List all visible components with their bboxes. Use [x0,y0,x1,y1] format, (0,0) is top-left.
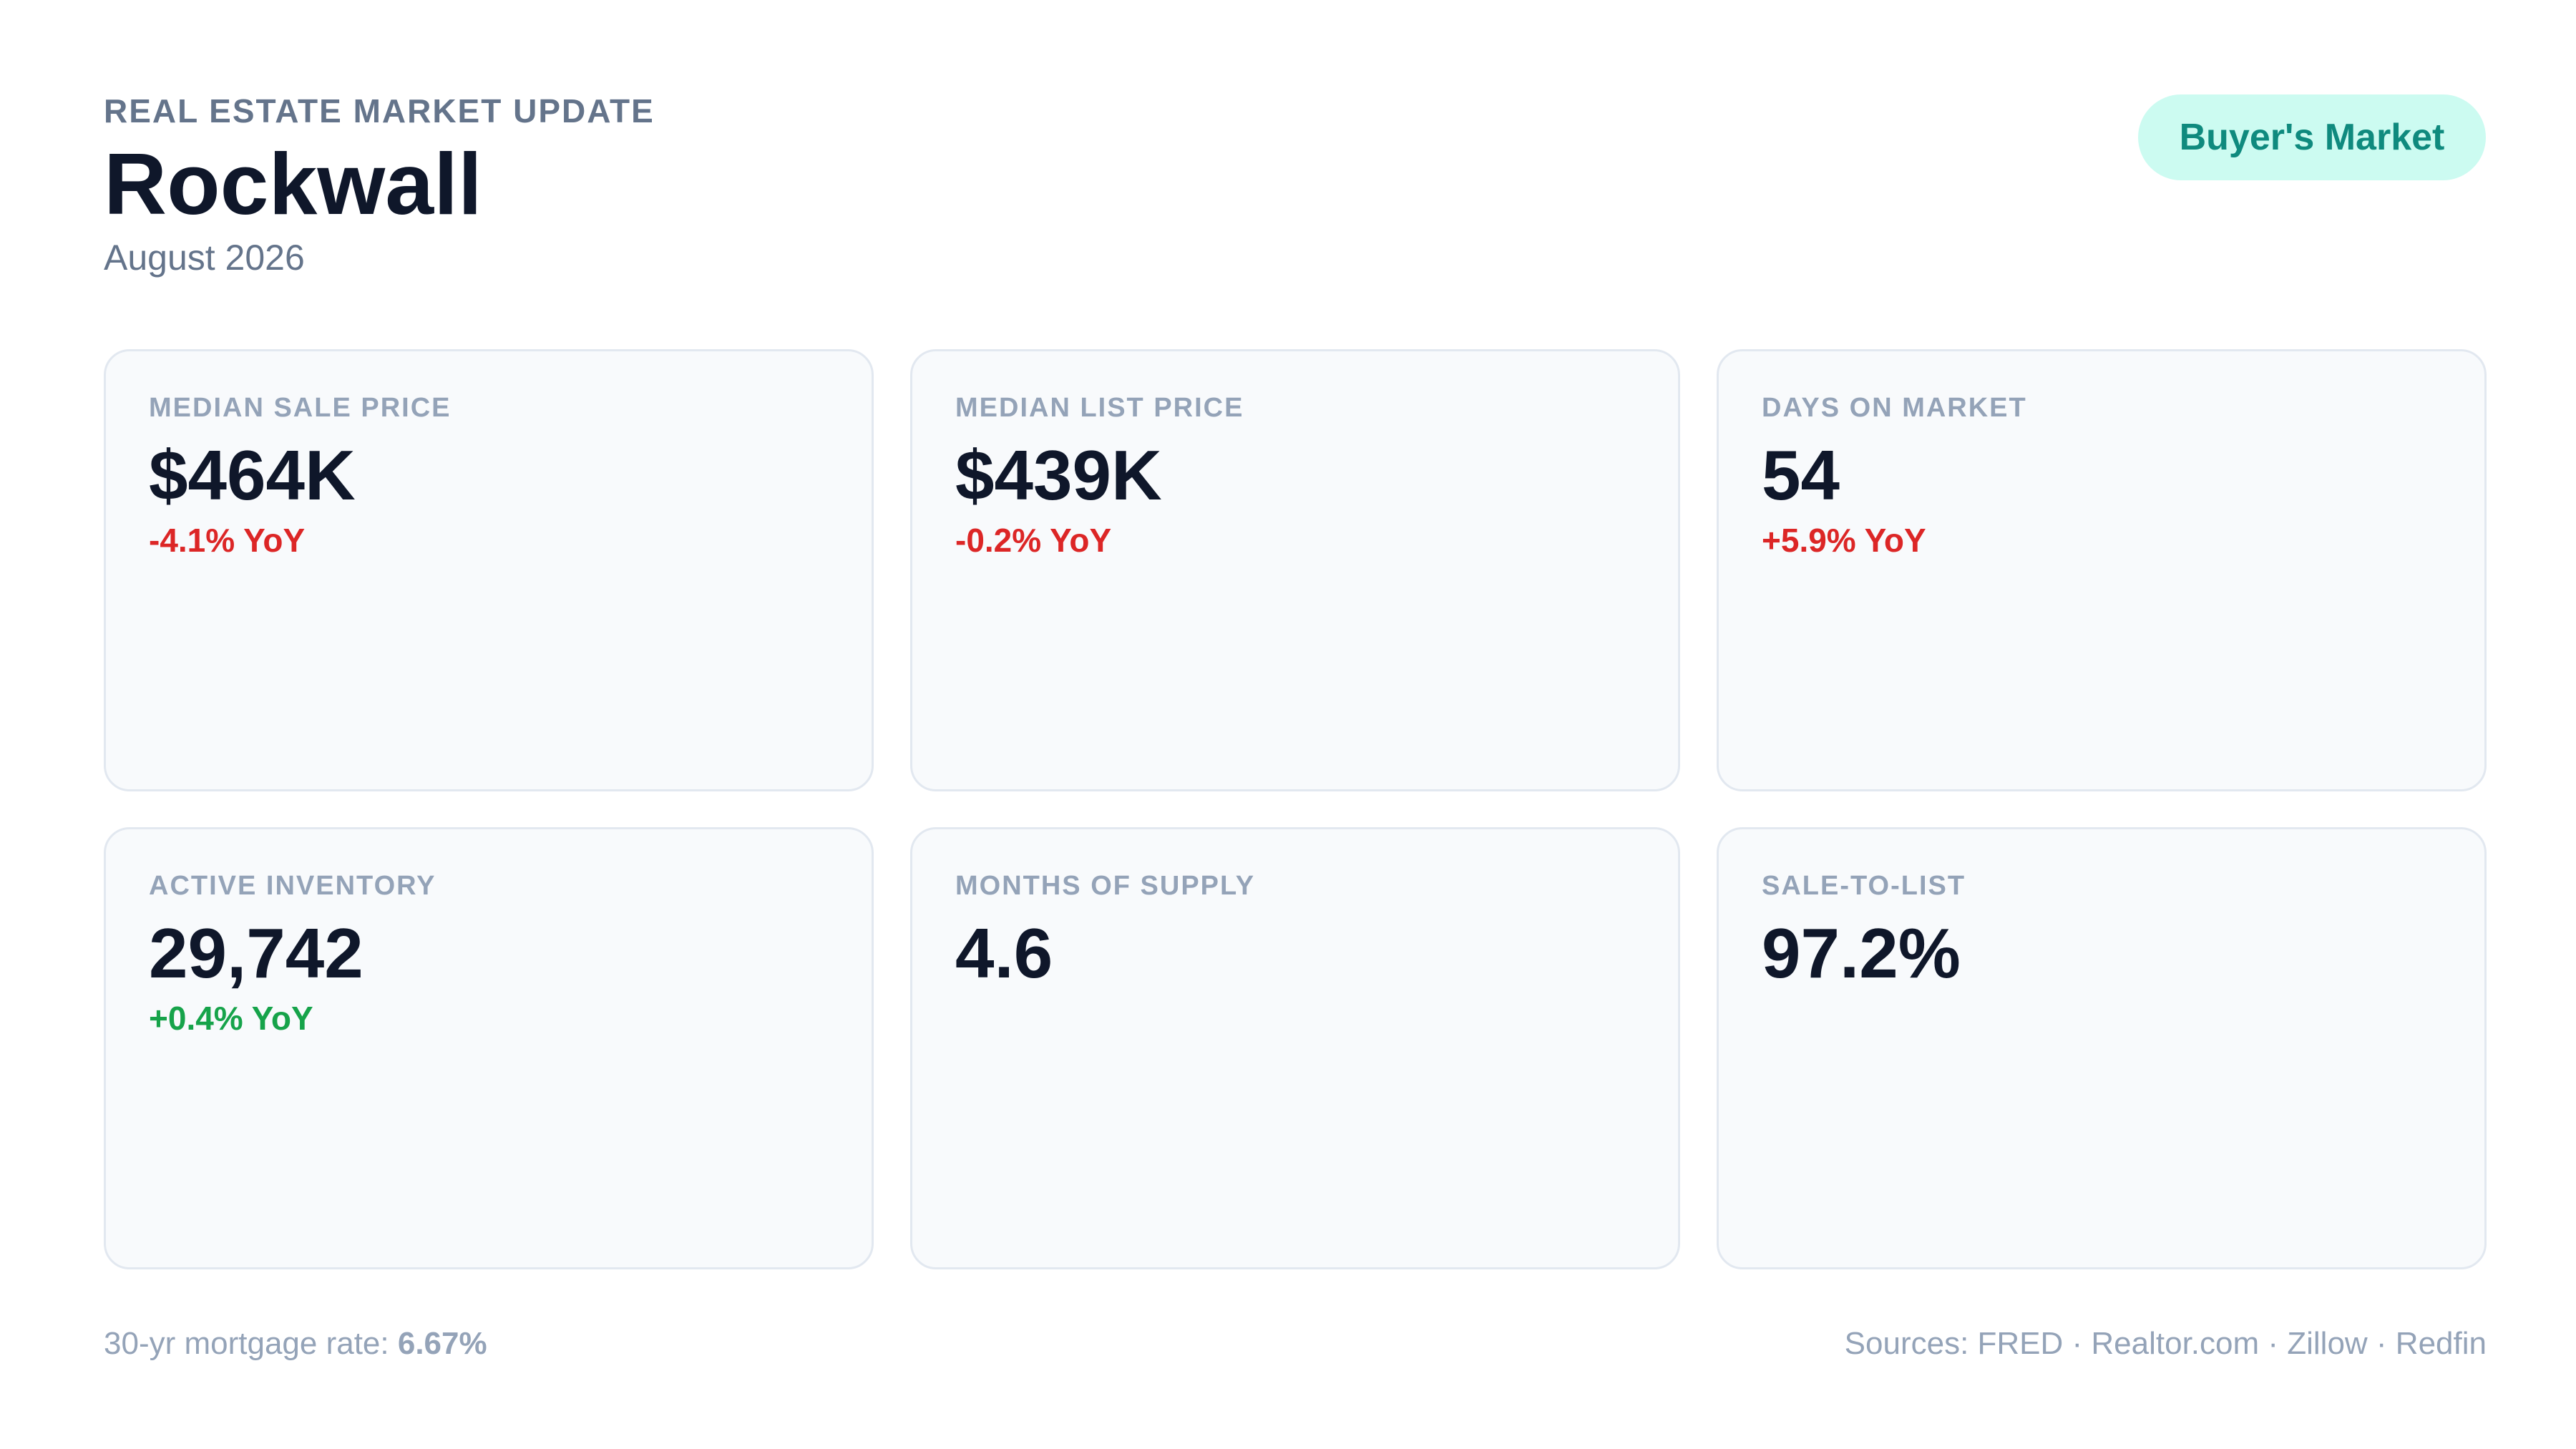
metric-label: ACTIVE INVENTORY [149,871,436,901]
metric-label: DAYS ON MARKET [1762,393,2027,423]
metrics-grid: MEDIAN SALE PRICE $464K -4.1% YoY MEDIAN… [104,349,2487,1269]
metric-value: $464K [149,436,356,514]
metric-label: MEDIAN LIST PRICE [955,393,1244,423]
metric-value: 29,742 [149,914,364,992]
mortgage-rate-note: 30-yr mortgage rate: 6.67% [104,1324,487,1364]
metric-change: +5.9% YoY [1762,522,1926,559]
sources-note: Sources: FRED · Realtor.com · Zillow · R… [1844,1326,2487,1361]
metric-card-months-of-supply: MONTHS OF SUPPLY 4.6 [910,827,1680,1269]
metric-card-days-on-market: DAYS ON MARKET 54 +5.9% YoY [1717,349,2487,791]
metric-change: +0.4% YoY [149,1000,313,1037]
metric-change: -4.1% YoY [149,522,306,559]
metric-label: SALE-TO-LIST [1762,871,1966,901]
mortgage-rate-value: 6.67% [397,1326,487,1361]
metric-label: MEDIAN SALE PRICE [149,393,452,423]
report-eyebrow: REAL ESTATE MARKET UPDATE [104,92,655,130]
metric-value: $439K [955,436,1162,514]
metric-value: 54 [1762,436,1840,514]
mortgage-rate-label: 30-yr mortgage rate: [104,1326,398,1361]
metric-value: 4.6 [955,914,1053,992]
report-date: August 2026 [104,238,305,278]
metric-label: MONTHS OF SUPPLY [955,871,1256,901]
metric-card-median-sale-price: MEDIAN SALE PRICE $464K -4.1% YoY [104,349,874,791]
market-status-badge: Buyer's Market [2138,94,2486,180]
metric-card-median-list-price: MEDIAN LIST PRICE $439K -0.2% YoY [910,349,1680,791]
metric-card-active-inventory: ACTIVE INVENTORY 29,742 +0.4% YoY [104,827,874,1269]
metric-card-sale-to-list: SALE-TO-LIST 97.2% [1717,827,2487,1269]
page-title: Rockwall [104,135,482,233]
metric-value: 97.2% [1762,914,1961,992]
metric-change: -0.2% YoY [955,522,1112,559]
